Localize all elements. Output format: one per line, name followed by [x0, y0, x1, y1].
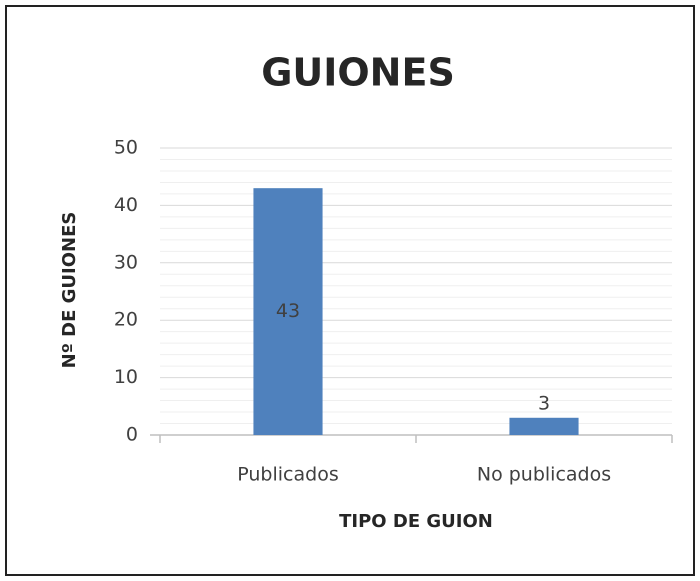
data-label: 3	[538, 392, 550, 414]
chart-border	[5, 5, 695, 576]
y-axis-label: Nº DE GUIONES	[59, 212, 80, 369]
x-tick-label: Publicados	[237, 464, 338, 486]
chart-title: GUIONES	[261, 51, 455, 95]
bar	[253, 188, 323, 435]
x-tick-label: No publicados	[477, 464, 611, 486]
bar	[509, 417, 579, 435]
y-tick-label: 10	[114, 366, 138, 388]
y-tick-label: 0	[126, 424, 138, 446]
y-tick-label: 30	[114, 251, 138, 273]
y-tick-label: 40	[114, 194, 138, 216]
data-label: 43	[276, 300, 300, 322]
x-axis-label: TIPO DE GUION	[339, 511, 493, 532]
y-tick-label: 20	[114, 309, 138, 331]
y-tick-label: 50	[114, 137, 138, 159]
